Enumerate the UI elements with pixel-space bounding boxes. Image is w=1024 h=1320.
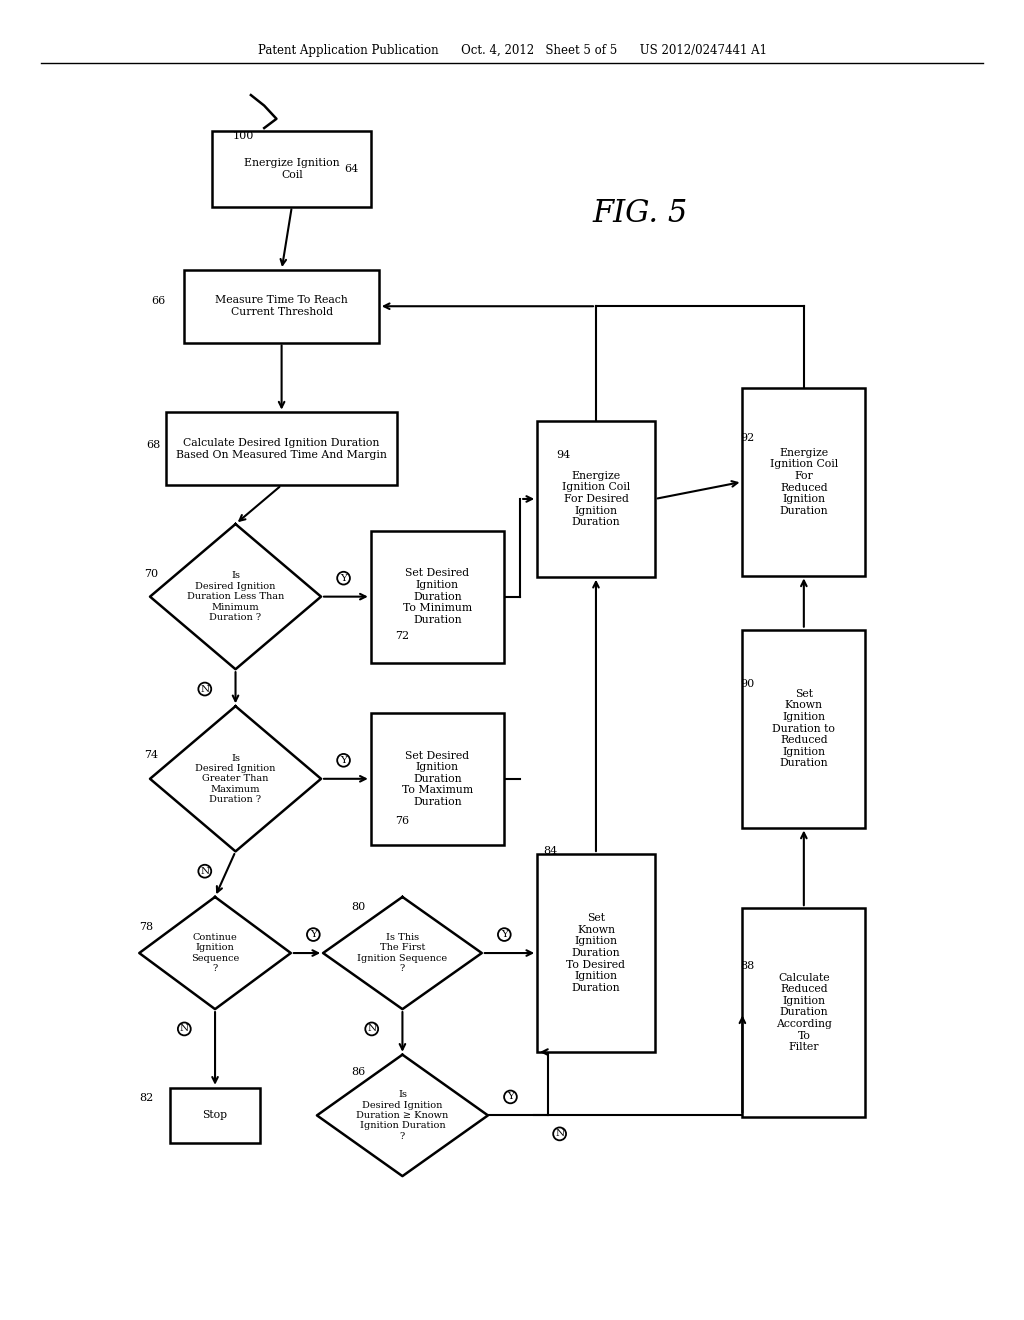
- Text: 64: 64: [344, 164, 358, 174]
- Text: N: N: [368, 1024, 376, 1034]
- Text: Is
Desired Ignition
Duration ≥ Known
Ignition Duration
?: Is Desired Ignition Duration ≥ Known Ign…: [356, 1090, 449, 1140]
- Text: Calculate
Reduced
Ignition
Duration
According
To
Filter: Calculate Reduced Ignition Duration Acco…: [776, 973, 831, 1052]
- Text: 78: 78: [139, 921, 154, 932]
- Polygon shape: [151, 706, 322, 851]
- Text: Is
Desired Ignition
Duration Less Than
Minimum
Duration ?: Is Desired Ignition Duration Less Than M…: [187, 572, 284, 622]
- Text: Continue
Ignition
Sequence
?: Continue Ignition Sequence ?: [190, 933, 240, 973]
- Text: 76: 76: [395, 816, 410, 826]
- Text: 74: 74: [144, 750, 159, 760]
- Text: N: N: [555, 1130, 564, 1138]
- Text: Energize Ignition
Coil: Energize Ignition Coil: [244, 158, 340, 180]
- Bar: [212, 131, 371, 206]
- Text: 82: 82: [139, 1093, 154, 1104]
- Text: 90: 90: [740, 678, 755, 689]
- Text: Is
Desired Ignition
Greater Than
Maximum
Duration ?: Is Desired Ignition Greater Than Maximum…: [196, 754, 275, 804]
- Polygon shape: [317, 1055, 488, 1176]
- Text: Is This
The First
Ignition Sequence
?: Is This The First Ignition Sequence ?: [357, 933, 447, 973]
- Text: Set
Known
Ignition
Duration to
Reduced
Ignition
Duration: Set Known Ignition Duration to Reduced I…: [772, 689, 836, 768]
- Bar: [742, 630, 865, 828]
- Bar: [742, 908, 865, 1117]
- Text: 94: 94: [556, 450, 570, 461]
- Text: 80: 80: [351, 902, 366, 912]
- Text: 86: 86: [351, 1067, 366, 1077]
- Text: Measure Time To Reach
Current Threshold: Measure Time To Reach Current Threshold: [215, 296, 348, 317]
- Text: Set Desired
Ignition
Duration
To Minimum
Duration: Set Desired Ignition Duration To Minimum…: [402, 569, 472, 624]
- Text: 100: 100: [233, 131, 254, 141]
- Text: Y: Y: [507, 1093, 514, 1101]
- Bar: [167, 412, 397, 484]
- Text: 72: 72: [395, 631, 410, 642]
- Text: Y: Y: [340, 574, 347, 582]
- Text: 88: 88: [740, 961, 755, 972]
- Text: N: N: [201, 867, 209, 875]
- Text: Energize
Ignition Coil
For
Reduced
Ignition
Duration: Energize Ignition Coil For Reduced Ignit…: [770, 447, 838, 516]
- Text: Y: Y: [340, 756, 347, 764]
- Bar: [184, 269, 379, 342]
- Text: Y: Y: [310, 931, 316, 939]
- Bar: [371, 713, 504, 845]
- Text: Set Desired
Ignition
Duration
To Maximum
Duration: Set Desired Ignition Duration To Maximum…: [401, 751, 473, 807]
- Text: N: N: [201, 685, 209, 693]
- Text: 84: 84: [543, 846, 557, 857]
- Text: 66: 66: [152, 296, 166, 306]
- Bar: [537, 854, 655, 1052]
- Bar: [742, 388, 865, 576]
- Text: Y: Y: [501, 931, 508, 939]
- Polygon shape: [151, 524, 322, 669]
- Text: Patent Application Publication      Oct. 4, 2012   Sheet 5 of 5      US 2012/024: Patent Application Publication Oct. 4, 2…: [257, 44, 767, 57]
- Polygon shape: [324, 898, 482, 1008]
- Text: Calculate Desired Ignition Duration
Based On Measured Time And Margin: Calculate Desired Ignition Duration Base…: [176, 438, 387, 459]
- Bar: [537, 421, 655, 577]
- Bar: [371, 531, 504, 663]
- Text: FIG. 5: FIG. 5: [592, 198, 688, 230]
- Text: N: N: [180, 1024, 188, 1034]
- Polygon shape: [139, 898, 291, 1008]
- Bar: [170, 1088, 259, 1143]
- Text: 70: 70: [144, 569, 159, 579]
- Text: 92: 92: [740, 433, 755, 444]
- Text: Energize
Ignition Coil
For Desired
Ignition
Duration: Energize Ignition Coil For Desired Ignit…: [562, 471, 630, 527]
- Text: Stop: Stop: [203, 1110, 227, 1121]
- Text: 68: 68: [146, 440, 161, 450]
- Text: Set
Known
Ignition
Duration
To Desired
Ignition
Duration: Set Known Ignition Duration To Desired I…: [566, 913, 626, 993]
